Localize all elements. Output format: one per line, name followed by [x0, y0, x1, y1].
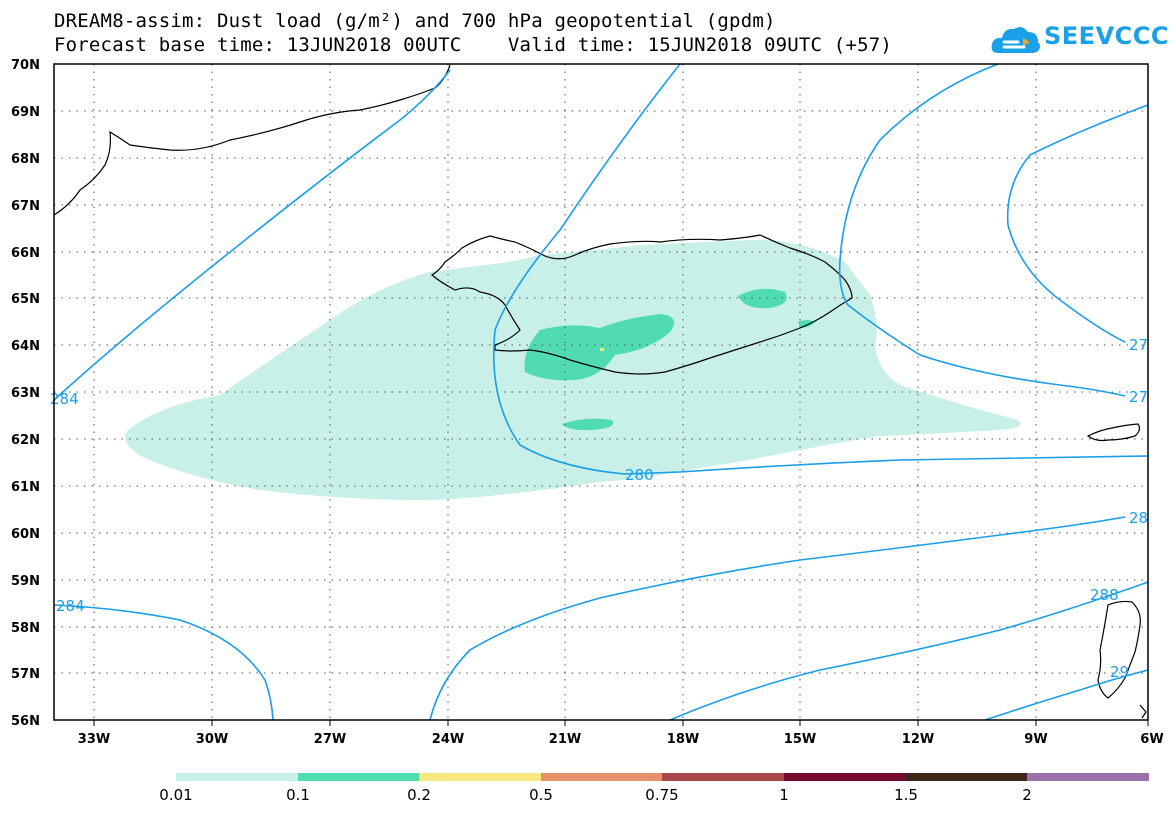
map-title: DREAM8-assim: Dust load (g/m²) and 700 h… — [54, 10, 776, 32]
svg-text:6W: 6W — [1140, 732, 1163, 747]
svg-text:61N: 61N — [11, 480, 40, 495]
dust-shading — [125, 239, 1021, 500]
svg-text:29: 29 — [1110, 663, 1129, 681]
svg-text:0.5: 0.5 — [529, 786, 553, 804]
logo-text: SEEVCCC — [1044, 22, 1169, 50]
svg-text:21W: 21W — [549, 732, 581, 747]
svg-text:58N: 58N — [11, 621, 40, 636]
colorbar-segment — [541, 773, 662, 781]
map-border — [53, 63, 1149, 721]
svg-text:65N: 65N — [11, 292, 40, 307]
svg-text:27W: 27W — [314, 732, 346, 747]
colorbar-segment — [419, 773, 541, 781]
svg-text:27: 27 — [1129, 388, 1148, 406]
colorbar-segment — [176, 773, 298, 781]
svg-text:280: 280 — [625, 466, 654, 484]
contour-labels: 284 280 284 288 27 27 28 29 — [50, 336, 1148, 681]
svg-text:67N: 67N — [11, 199, 40, 214]
geopotential-contours — [53, 63, 1149, 721]
colorbar-segment — [662, 773, 784, 781]
map-subtitle: Forecast base time: 13JUN2018 00UTC Vali… — [54, 34, 893, 56]
svg-text:64N: 64N — [11, 339, 40, 354]
svg-text:30W: 30W — [196, 732, 228, 747]
cloud-icon — [991, 27, 1040, 53]
svg-text:0.2: 0.2 — [407, 786, 431, 804]
svg-text:63N: 63N — [11, 386, 40, 401]
svg-text:33W: 33W — [78, 732, 110, 747]
svg-text:27: 27 — [1129, 336, 1148, 354]
svg-text:0.75: 0.75 — [645, 786, 678, 804]
svg-text:284: 284 — [56, 597, 85, 615]
svg-text:12W: 12W — [902, 732, 934, 747]
colorbar-segment — [298, 773, 419, 781]
svg-text:70N: 70N — [11, 58, 40, 73]
lon-labels: 33W 30W 27W 24W 21W 18W 15W 12W 9W 6W — [78, 732, 1164, 747]
colorbar — [176, 773, 1149, 781]
coastlines — [53, 64, 1147, 719]
svg-text:56N: 56N — [11, 714, 40, 729]
svg-text:66N: 66N — [11, 246, 40, 261]
svg-text:2: 2 — [1022, 786, 1032, 804]
svg-text:62N: 62N — [11, 433, 40, 448]
svg-text:15W: 15W — [784, 732, 816, 747]
svg-text:18W: 18W — [667, 732, 699, 747]
svg-text:60N: 60N — [11, 527, 40, 542]
svg-text:284: 284 — [50, 390, 79, 408]
svg-text:57N: 57N — [11, 667, 40, 682]
colorbar-segment — [784, 773, 906, 781]
svg-text:24W: 24W — [432, 732, 464, 747]
svg-text:288: 288 — [1090, 586, 1119, 604]
svg-text:9W: 9W — [1024, 732, 1047, 747]
svg-text:59N: 59N — [11, 574, 40, 589]
svg-text:1.5: 1.5 — [894, 786, 918, 804]
svg-text:1: 1 — [779, 786, 789, 804]
colorbar-segment — [1027, 773, 1149, 781]
svg-text:69N: 69N — [11, 105, 40, 120]
svg-text:68N: 68N — [11, 152, 40, 167]
axis-ticks — [93, 720, 1149, 726]
svg-text:28: 28 — [1129, 509, 1148, 527]
svg-text:0.01: 0.01 — [159, 786, 192, 804]
colorbar-labels: 0.01 0.1 0.2 0.5 0.75 1 1.5 2 — [159, 786, 1031, 804]
lat-labels: 70N 69N 68N 67N 66N 65N 64N 63N 62N 61N … — [11, 58, 40, 729]
svg-text:0.1: 0.1 — [286, 786, 310, 804]
colorbar-segment — [906, 773, 1027, 781]
